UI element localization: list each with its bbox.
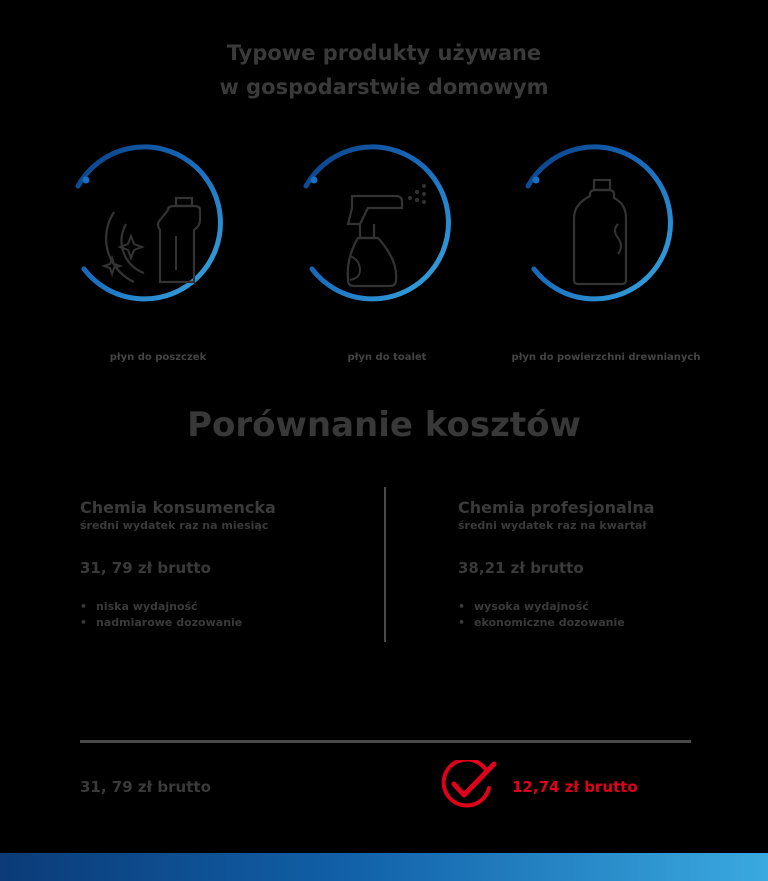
total-professional: 12,74 zł brutto bbox=[512, 778, 638, 796]
professional-name: Chemia profesjonalna bbox=[458, 498, 655, 517]
total-consumer: 31, 79 zł brutto bbox=[80, 778, 211, 796]
list-item: ekonomiczne dozowanie bbox=[458, 615, 758, 631]
professional-bullet-list: wysoka wydajność ekonomiczne dozowanie bbox=[458, 599, 758, 631]
product-label-spray: płyn do toalet bbox=[347, 352, 427, 363]
list-item: wysoka wydajność bbox=[458, 599, 758, 615]
title-line-2: w gospodarstwie domowym bbox=[219, 75, 549, 99]
list-item: nadmiarowe dozowanie bbox=[80, 615, 380, 631]
consumer-name: Chemia konsumencka bbox=[80, 498, 276, 517]
consumer-column: Chemia konsumencka średni wydatek raz na… bbox=[80, 497, 380, 631]
list-item: niska wydajność bbox=[80, 599, 380, 615]
bottle-icon bbox=[525, 144, 673, 302]
product-bottle bbox=[514, 140, 674, 320]
page-title: Typowe produkty używane w gospodarstwie … bbox=[0, 36, 768, 104]
consumer-bullet-list: niska wydajność nadmiarowe dozowanie bbox=[80, 599, 380, 631]
professional-column: Chemia profesjonalna średni wydatek raz … bbox=[458, 497, 758, 631]
checkmark-icon bbox=[441, 760, 497, 808]
title-line-1: Typowe produkty używane bbox=[226, 41, 542, 65]
product-label-dish-soap: płyn do poszczek bbox=[109, 352, 207, 363]
professional-subtitle: średni wydatek raz na kwartał bbox=[458, 519, 647, 532]
product-label-bottle: płyn do powierzchni drewnianych bbox=[511, 352, 701, 363]
product-dish-soap bbox=[64, 140, 224, 320]
spray-bottle-icon bbox=[303, 144, 451, 302]
dish-soap-icon bbox=[75, 144, 223, 302]
comparison-heading: Porównanie kosztów bbox=[187, 405, 581, 445]
column-divider bbox=[384, 487, 386, 642]
consumer-price: 31, 79 zł brutto bbox=[80, 559, 211, 577]
consumer-subtitle: średni wydatek raz na miesiąc bbox=[80, 519, 269, 532]
bottom-gradient-bar bbox=[0, 853, 768, 881]
summary-divider bbox=[80, 740, 691, 743]
product-spray bbox=[292, 140, 452, 320]
professional-price: 38,21 zł brutto bbox=[458, 559, 584, 577]
